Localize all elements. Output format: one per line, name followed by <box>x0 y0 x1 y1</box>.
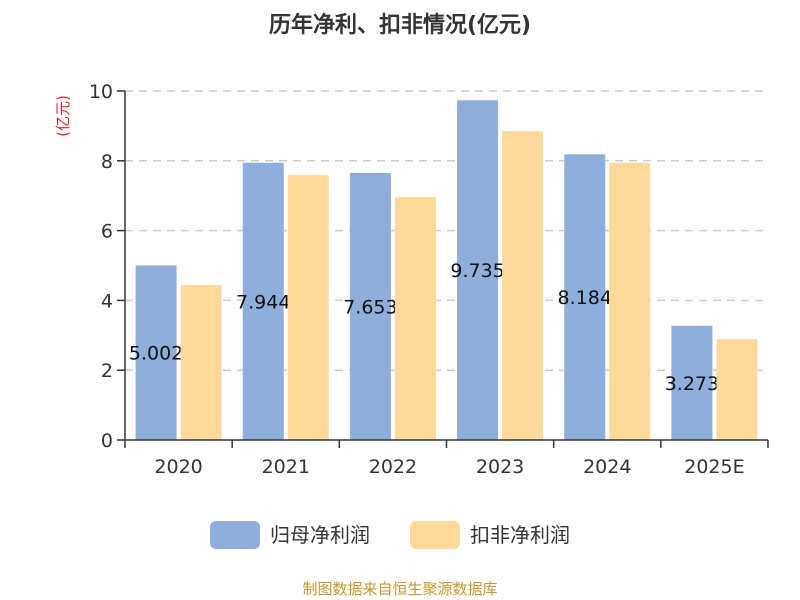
x-tick-label: 2021 <box>262 456 310 478</box>
chart-title: 历年净利、扣非情况(亿元) <box>269 12 531 38</box>
bar-deducted-profit <box>394 197 436 440</box>
bar-deducted-profit <box>502 131 544 440</box>
legend-swatch <box>210 521 260 549</box>
bar-net-profit <box>564 154 606 440</box>
x-tick-label: 2025E <box>684 456 744 478</box>
legend-swatch <box>410 521 460 549</box>
bar-net-profit <box>349 172 391 441</box>
y-tick-label: 6 <box>101 221 113 243</box>
bar-net-profit <box>135 265 177 440</box>
legend-label: 扣非净利润 <box>470 523 570 547</box>
data-label: 8.184 <box>558 287 612 309</box>
x-tick-label: 2024 <box>583 456 631 478</box>
bar-deducted-profit <box>287 175 329 440</box>
bar-net-profit <box>242 162 284 440</box>
x-tick-label: 2020 <box>154 456 202 478</box>
y-tick-label: 10 <box>89 81 113 103</box>
bar-deducted-profit <box>180 285 222 440</box>
bar-net-profit <box>457 100 499 440</box>
bar-deducted-profit <box>609 162 651 441</box>
data-label: 7.653 <box>343 296 397 318</box>
y-tick-label: 2 <box>101 360 113 382</box>
x-tick-label: 2022 <box>369 456 417 478</box>
source-note: 制图数据来自恒生聚源数据库 <box>302 580 497 598</box>
x-tick-label: 2023 <box>476 456 524 478</box>
data-label: 3.273 <box>665 373 719 395</box>
data-label: 5.002 <box>129 343 183 365</box>
y-axis-label: (亿元) <box>54 95 72 137</box>
bar-net-profit <box>671 325 713 440</box>
y-tick-label: 4 <box>101 290 113 312</box>
y-tick-label: 0 <box>101 430 113 452</box>
legend-label: 归母净利润 <box>270 523 370 547</box>
data-label: 9.735 <box>450 260 504 282</box>
y-tick-label: 8 <box>101 151 113 173</box>
data-label: 7.944 <box>236 291 290 313</box>
bar-deducted-profit <box>716 339 758 440</box>
